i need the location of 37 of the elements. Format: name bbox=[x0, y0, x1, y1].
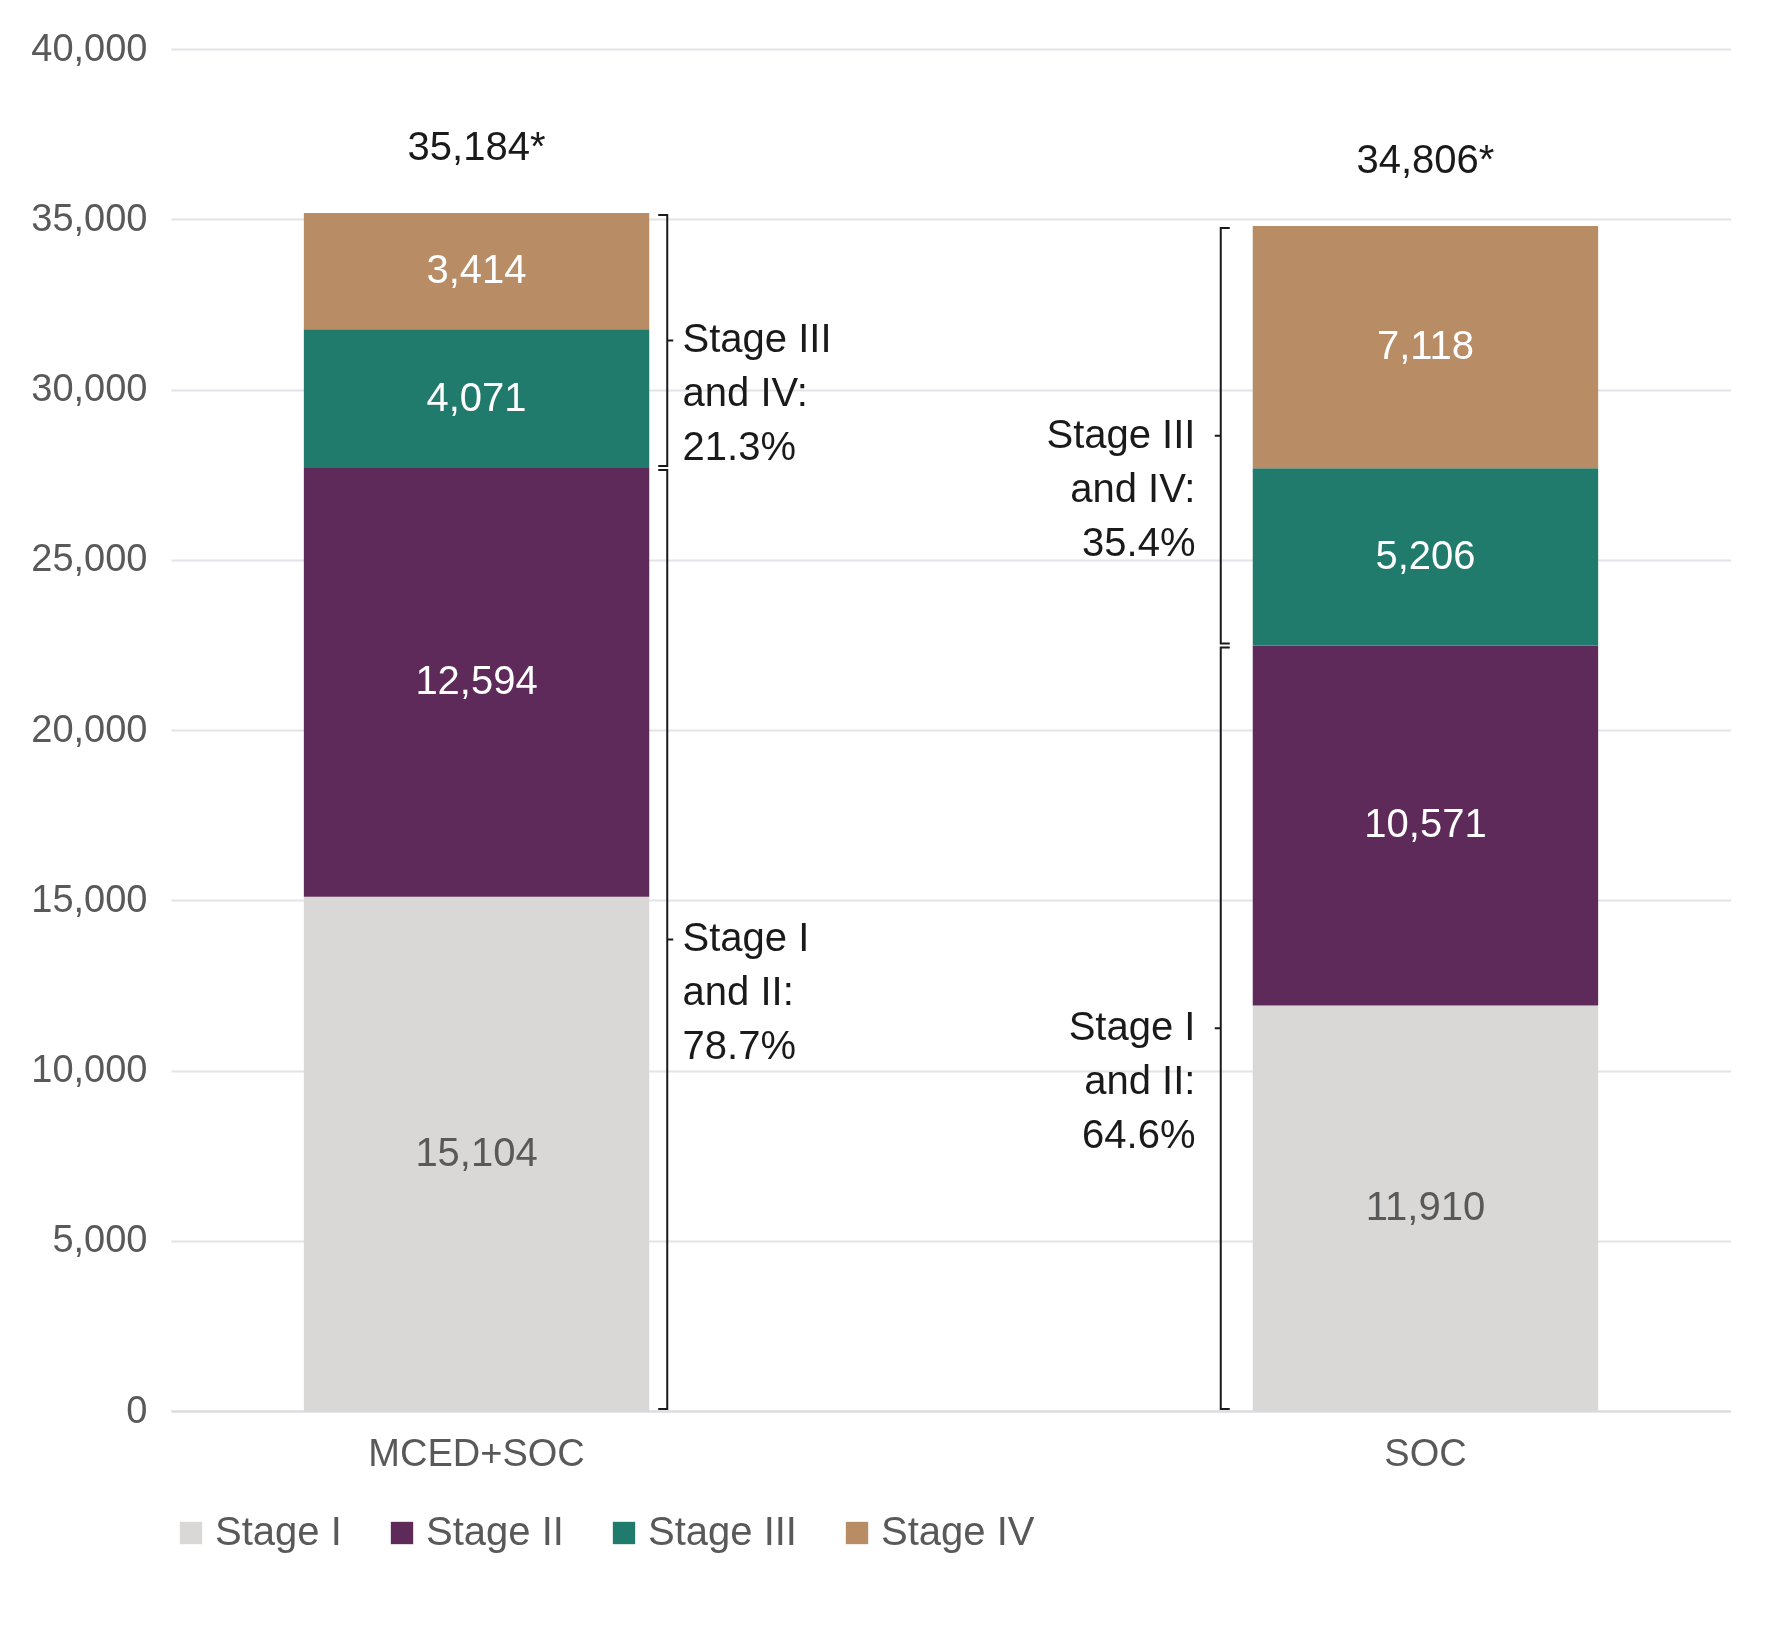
y-tick-label: 25,000 bbox=[31, 537, 148, 580]
y-tick-label: 35,000 bbox=[31, 196, 148, 239]
bar bbox=[303, 896, 650, 1411]
data-label: 12,594 bbox=[415, 658, 538, 703]
bar bbox=[303, 329, 650, 468]
bar bbox=[1252, 225, 1599, 469]
y-tick-label: 0 bbox=[126, 1388, 148, 1431]
y-tick-label: 5,000 bbox=[52, 1218, 148, 1261]
y-tick-label: 30,000 bbox=[31, 367, 148, 409]
bar bbox=[1252, 468, 1599, 646]
legend-label: Stage I bbox=[215, 1509, 342, 1553]
x-tick-label: MCED+SOC bbox=[368, 1431, 585, 1474]
annotation: Stage III and IV: 35.4% bbox=[1046, 411, 1196, 564]
bar bbox=[1252, 1005, 1599, 1411]
x-tick-label: SOC bbox=[1384, 1431, 1467, 1474]
annotation: Stage I and II: 78.7% bbox=[682, 915, 810, 1068]
y-tick-label: 20,000 bbox=[31, 707, 148, 750]
data-label: 10,571 bbox=[1364, 801, 1487, 846]
bar bbox=[303, 213, 650, 330]
annotation: Stage I and II: 64.6% bbox=[1068, 1004, 1196, 1157]
data-label: 7,118 bbox=[1376, 323, 1475, 368]
data-label: 5,206 bbox=[1375, 532, 1476, 577]
annotation: Stage III and IV: 21.3% bbox=[682, 316, 832, 469]
data-label: 3,414 bbox=[426, 247, 527, 292]
y-tick-label: 10,000 bbox=[31, 1048, 148, 1090]
legend-label: Stage IV bbox=[881, 1509, 1035, 1553]
y-tick-label: 15,000 bbox=[31, 877, 148, 920]
total-label: 34,806* bbox=[1356, 136, 1495, 181]
data-label: 11,910 bbox=[1365, 1184, 1486, 1229]
legend-label: Stage III bbox=[648, 1509, 797, 1553]
y-tick-label: 40,000 bbox=[31, 26, 148, 69]
bar bbox=[1252, 645, 1599, 1006]
data-label: 4,071 bbox=[426, 374, 527, 419]
total-label: 35,184* bbox=[407, 124, 546, 169]
data-label: 15,104 bbox=[415, 1129, 538, 1174]
legend-label: Stage II bbox=[426, 1509, 564, 1553]
bar bbox=[303, 467, 650, 897]
